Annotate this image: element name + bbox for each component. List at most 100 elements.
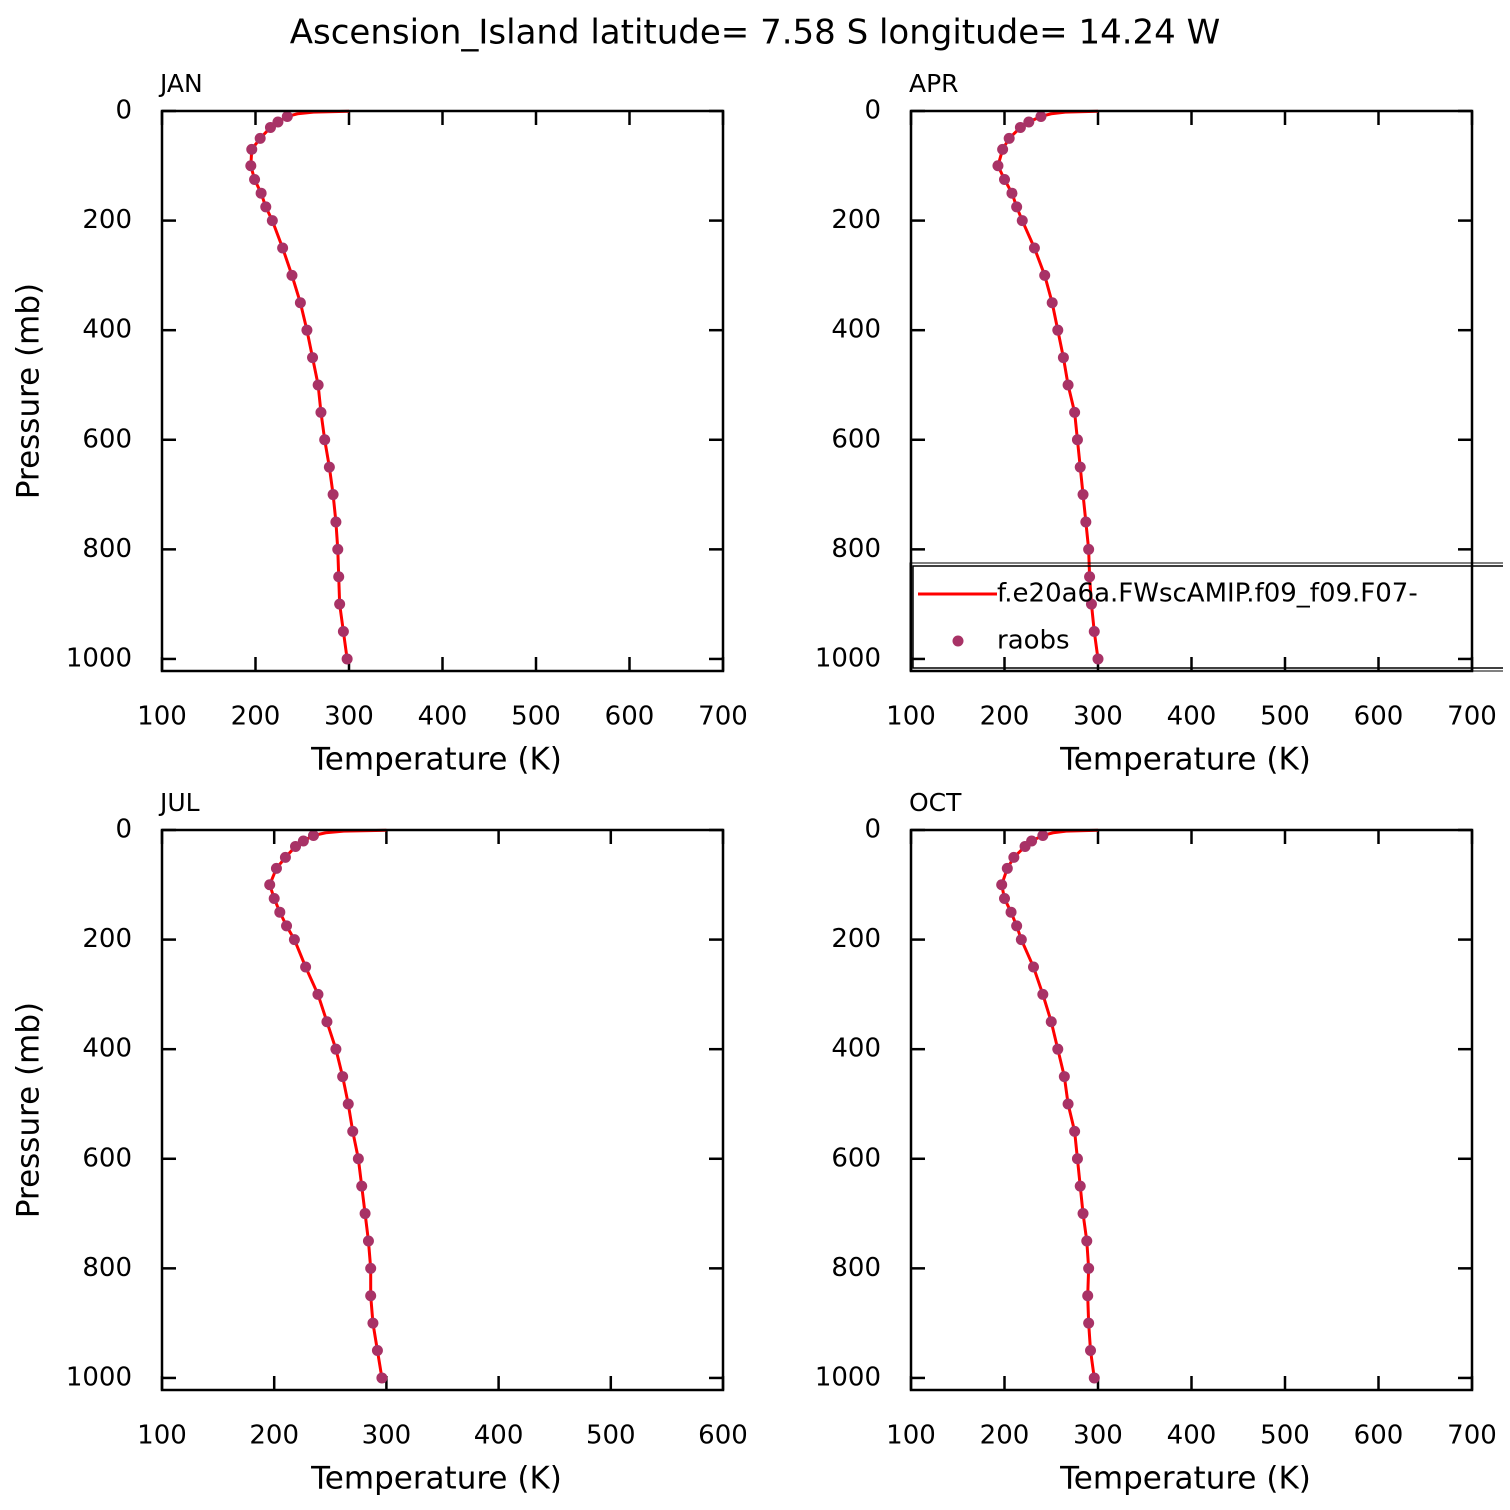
x-tick-label: 300 (324, 702, 374, 732)
y-tick-label: 0 (864, 815, 881, 845)
x-tick-label: 200 (980, 1421, 1030, 1451)
obs-point (1001, 862, 1013, 874)
obs-point (1085, 598, 1097, 610)
panel-label: JAN (158, 69, 203, 98)
y-tick-label: 200 (831, 924, 881, 954)
obs-point (1057, 352, 1069, 364)
obs-point (337, 626, 349, 638)
obs-point (1088, 626, 1100, 638)
x-axis-label: Temperature (K) (1059, 742, 1311, 778)
obs-point (312, 988, 324, 1000)
obs-point (1071, 434, 1083, 446)
y-tick-label: 1000 (66, 643, 132, 673)
obs-point (367, 1317, 379, 1329)
obs-point (330, 516, 342, 528)
obs-point (1083, 1317, 1095, 1329)
y-tick-label: 400 (831, 315, 881, 345)
obs-point (1092, 653, 1104, 665)
obs-point (1011, 920, 1023, 932)
obs-point (330, 1043, 342, 1055)
obs-point (1069, 1125, 1081, 1137)
legend-label: f.e20a6a.FWscAMIP.f09_f09.F07- (997, 579, 1418, 609)
obs-point (996, 879, 1008, 891)
obs-point (1037, 988, 1049, 1000)
y-tick-label: 200 (82, 924, 132, 954)
panel-label: APR (909, 69, 959, 98)
x-tick-label: 600 (605, 702, 655, 732)
x-tick-label: 600 (1354, 702, 1404, 732)
obs-point (294, 297, 306, 309)
obs-point (307, 352, 319, 364)
obs-point (333, 571, 345, 583)
obs-point (277, 242, 289, 254)
x-tick-label: 300 (1073, 1421, 1123, 1451)
obs-point (999, 173, 1010, 185)
x-tick-label: 500 (1260, 702, 1310, 732)
obs-point (286, 269, 298, 281)
x-tick-label: 200 (231, 702, 281, 732)
plot-area (996, 828, 1100, 1384)
x-tick-label: 700 (1447, 702, 1497, 732)
obs-point (1077, 489, 1089, 501)
x-tick-label: 400 (1167, 1421, 1217, 1451)
obs-point (342, 1098, 354, 1110)
obs-point (281, 110, 293, 122)
obs-point (347, 1125, 359, 1137)
plot-area (264, 828, 388, 1384)
obs-point (1082, 1290, 1094, 1302)
obs-point (1081, 1235, 1093, 1247)
x-axis-label: Temperature (K) (310, 1461, 562, 1497)
plot-area (992, 109, 1104, 665)
x-tick-label: 400 (418, 702, 468, 732)
obs-point (356, 1180, 368, 1192)
obs-point (260, 201, 272, 213)
obs-point (281, 920, 293, 932)
panel: APR 100 200 300 400 500 600 700 0 200 400 600 800 100… (815, 69, 1503, 778)
obs-point (1003, 132, 1015, 144)
obs-point (376, 1372, 388, 1384)
obs-point (297, 835, 309, 847)
obs-point (1074, 1180, 1086, 1192)
obs-point (1052, 1043, 1064, 1055)
x-tick-label: 400 (1167, 702, 1217, 732)
obs-point (1008, 851, 1020, 863)
obs-point (999, 892, 1010, 904)
obs-point (337, 1071, 349, 1083)
obs-point (264, 121, 276, 133)
x-tick-label: 700 (698, 702, 748, 732)
obs-point (1035, 110, 1047, 122)
obs-point (1006, 187, 1018, 199)
obs-point (254, 132, 266, 144)
x-axis-label: Temperature (K) (1059, 1461, 1311, 1497)
y-tick-label: 400 (82, 315, 132, 345)
obs-point (1005, 906, 1017, 918)
obs-point (352, 1153, 364, 1165)
obs-point (307, 829, 319, 841)
obs-point (288, 934, 300, 946)
y-axis-label: Pressure (mb) (11, 1002, 47, 1218)
obs-point (1085, 1345, 1097, 1357)
obs-point (1037, 829, 1049, 841)
x-tick-label: 200 (249, 1421, 299, 1451)
y-tick-label: 200 (831, 205, 881, 235)
x-tick-label: 700 (1447, 1421, 1497, 1451)
y-tick-label: 0 (864, 96, 881, 126)
obs-point (1062, 1098, 1074, 1110)
x-tick-label: 400 (474, 1421, 524, 1451)
x-tick-label: 500 (511, 702, 561, 732)
plot-frame (160, 109, 725, 673)
obs-point (312, 379, 324, 391)
obs-point (365, 1262, 377, 1274)
obs-point (371, 1345, 383, 1357)
x-tick-label: 300 (362, 1421, 412, 1451)
legend: f.e20a6a.FWscAMIP.f09_f09.F07-raobs (909, 562, 1503, 672)
y-tick-label: 1000 (815, 643, 881, 673)
y-tick-label: 0 (115, 96, 132, 126)
obs-point (997, 143, 1009, 155)
obs-point (255, 187, 267, 199)
x-tick-label: 600 (1354, 1421, 1404, 1451)
obs-point (1084, 571, 1096, 583)
obs-point (246, 143, 258, 155)
